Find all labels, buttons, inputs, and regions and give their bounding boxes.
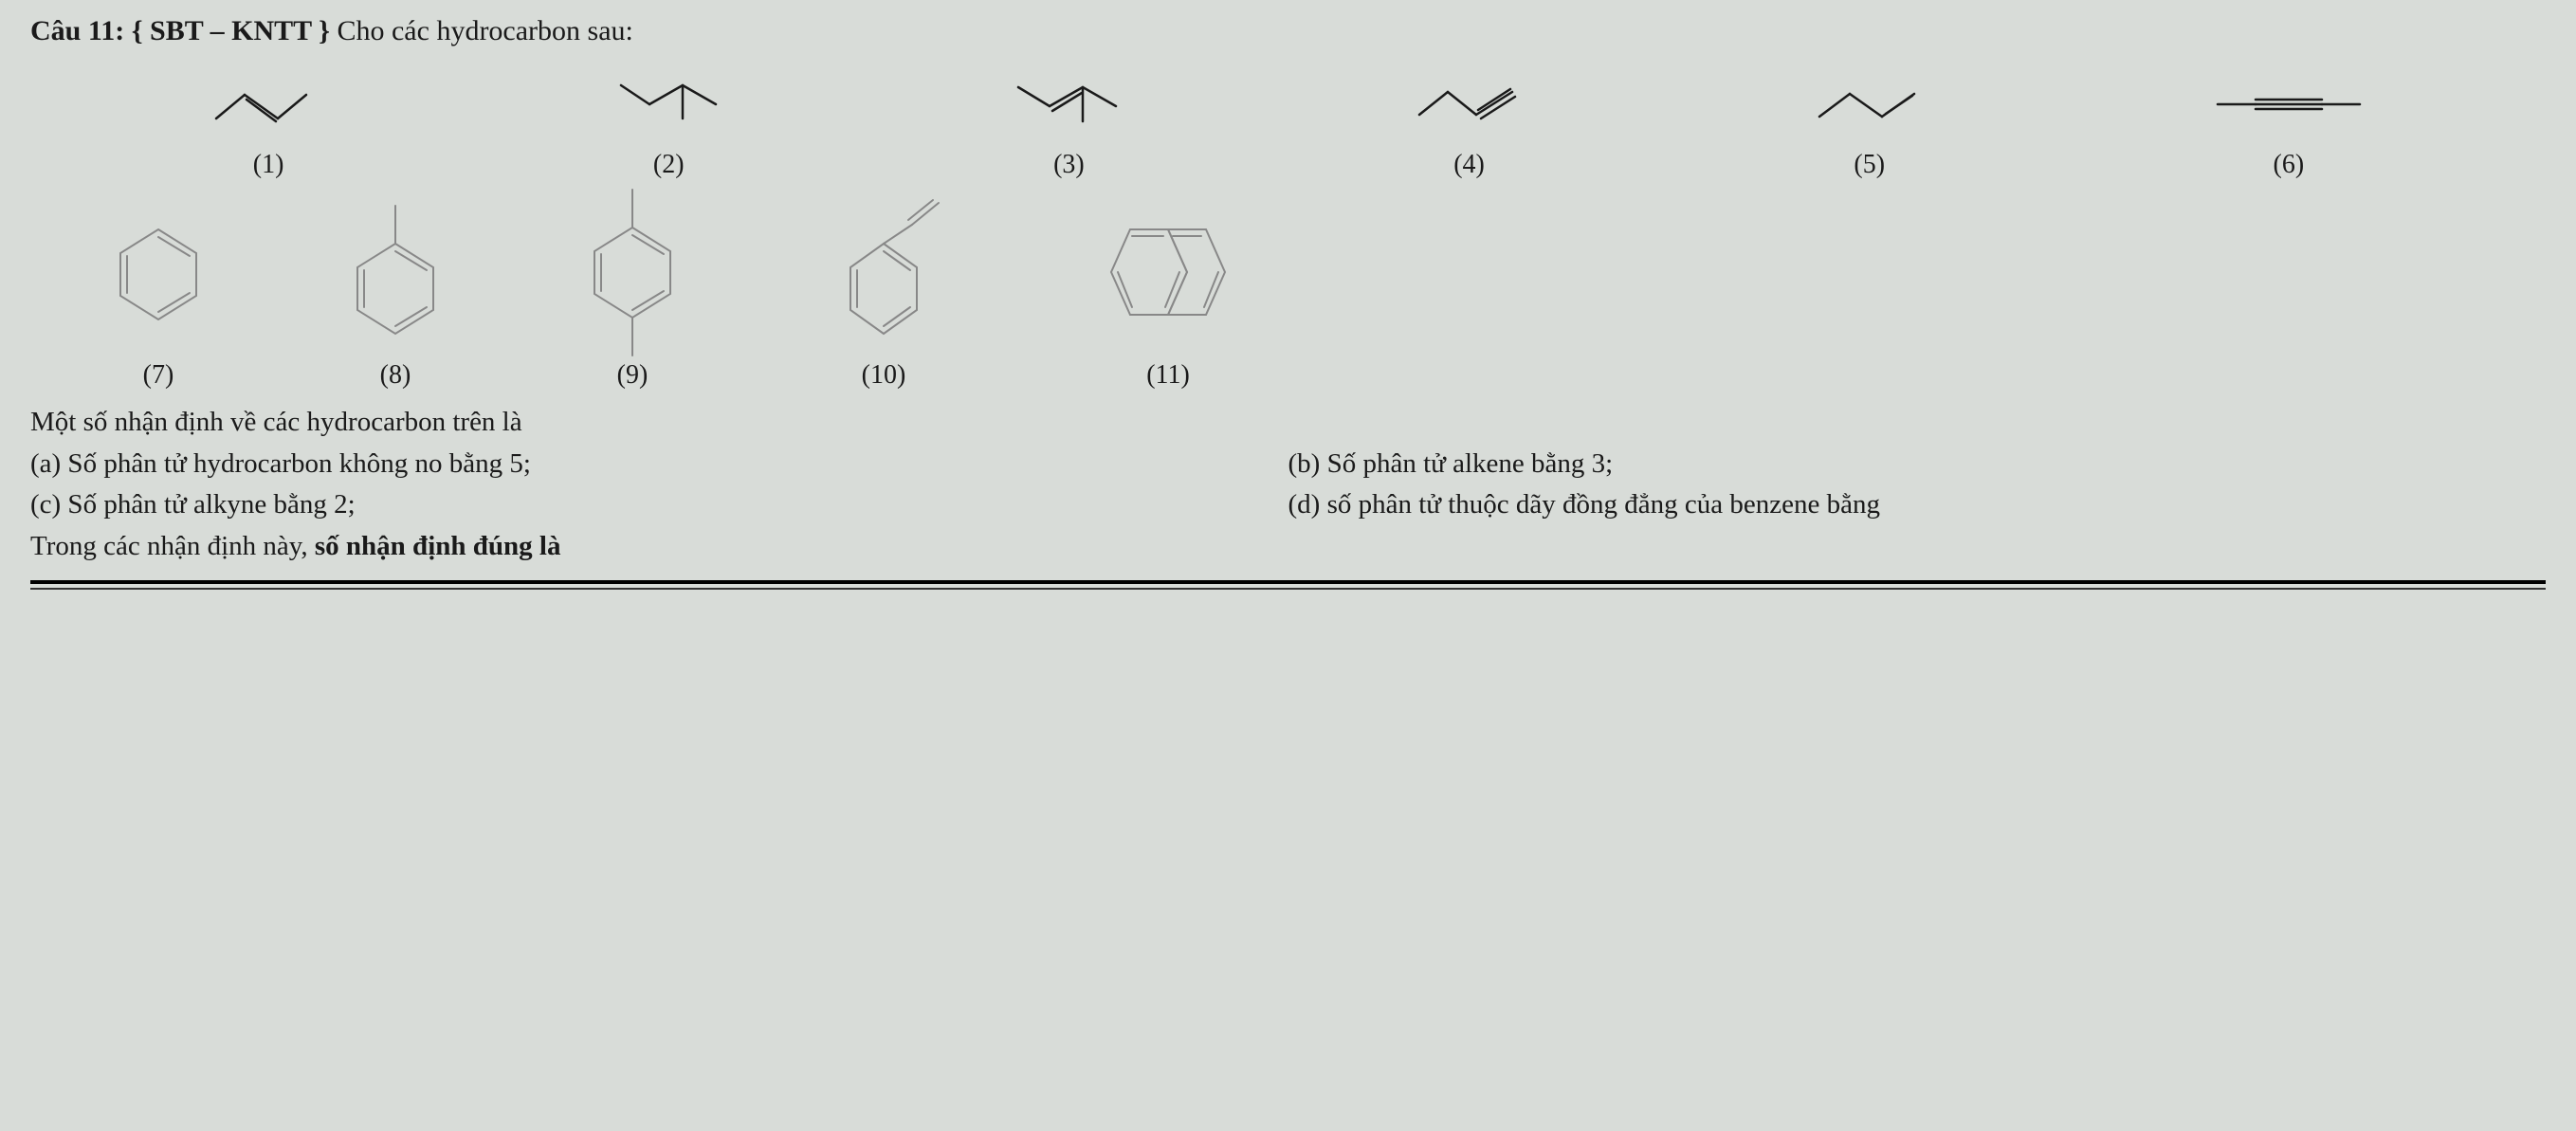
structure-3: (3)	[1007, 66, 1130, 180]
final-bold: số nhận định đúng là	[315, 531, 561, 561]
question-header: Câu 11: { SBT – KNTT } Cho các hydrocarb…	[30, 15, 2546, 47]
label-9: (9)	[617, 360, 649, 391]
structure-7-svg	[106, 192, 210, 353]
structure-11: (11)	[1083, 192, 1253, 391]
structures-row-2: (7) (8)	[30, 192, 2546, 391]
question-source: { SBT – KNTT }	[132, 15, 330, 46]
label-11: (11)	[1146, 360, 1190, 391]
statement-c: (c) Số phân tử alkyne bằng 2;	[30, 484, 1237, 526]
label-2: (2)	[653, 150, 685, 180]
statement-final: Trong các nhận định này, số nhận định đú…	[30, 526, 2546, 568]
structure-9-svg	[580, 192, 685, 353]
label-10: (10)	[862, 360, 906, 391]
final-prefix: Trong các nhận định này,	[30, 531, 315, 561]
structure-3-svg	[1007, 66, 1130, 142]
structure-7: (7)	[106, 192, 210, 391]
label-3: (3)	[1053, 150, 1085, 180]
structures-row-1: (1) (2)	[30, 66, 2546, 180]
structure-5: (5)	[1808, 66, 1931, 180]
label-4: (4)	[1453, 150, 1485, 180]
structure-8: (8)	[343, 192, 448, 391]
label-1: (1)	[253, 150, 284, 180]
structure-2-svg	[607, 66, 730, 142]
structure-6: (6)	[2208, 66, 2369, 180]
structure-6-svg	[2208, 66, 2369, 142]
question-number: Câu 11:	[30, 15, 124, 46]
label-7: (7)	[143, 360, 174, 391]
statements-block: Một số nhận định về các hydrocarbon trên…	[30, 402, 2546, 567]
question-prompt: Cho các hydrocarbon sau:	[337, 15, 632, 46]
label-5: (5)	[1854, 150, 1885, 180]
structure-1: (1)	[207, 66, 330, 180]
structure-4: (4)	[1408, 66, 1531, 180]
bottom-rule	[30, 580, 2546, 590]
statement-d: (d) số phân tử thuộc dãy đồng đẳng của b…	[1288, 484, 2547, 526]
structure-4-svg	[1408, 66, 1531, 142]
structure-11-svg	[1083, 192, 1253, 353]
statement-intro: Một số nhận định về các hydrocarbon trên…	[30, 402, 2546, 444]
structure-8-svg	[343, 192, 448, 353]
structure-10-svg	[817, 192, 950, 353]
statement-b: (b) Số phân tử alkene bằng 3;	[1288, 444, 2547, 485]
structure-5-svg	[1808, 66, 1931, 142]
structure-2: (2)	[607, 66, 730, 180]
structure-9: (9)	[580, 192, 685, 391]
statement-a: (a) Số phân tử hydrocarbon không no bằng…	[30, 444, 1237, 485]
structure-10: (10)	[817, 192, 950, 391]
label-6: (6)	[2274, 150, 2305, 180]
label-8: (8)	[380, 360, 411, 391]
structure-1-svg	[207, 66, 330, 142]
